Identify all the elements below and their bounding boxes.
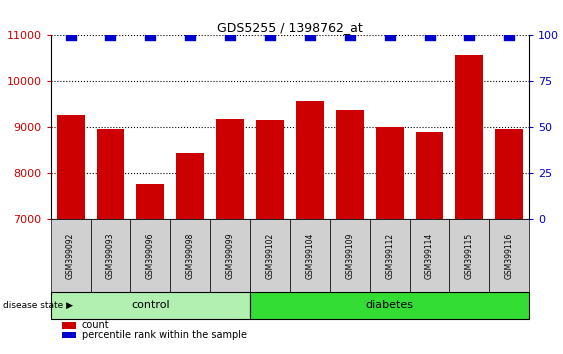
Text: diabetes: diabetes <box>365 300 414 310</box>
Text: disease state ▶: disease state ▶ <box>3 301 73 310</box>
Point <box>345 33 354 38</box>
Text: GSM399104: GSM399104 <box>305 233 314 279</box>
Point <box>465 33 474 38</box>
Point <box>146 33 155 38</box>
Text: GSM399098: GSM399098 <box>186 233 195 279</box>
Point <box>66 33 75 38</box>
Text: GSM399115: GSM399115 <box>465 233 474 279</box>
Bar <box>256 120 284 219</box>
Text: GSM399102: GSM399102 <box>266 233 275 279</box>
Bar <box>296 101 324 219</box>
Text: count: count <box>82 320 109 330</box>
Text: GSM399093: GSM399093 <box>106 233 115 279</box>
Text: control: control <box>131 300 169 310</box>
Bar <box>415 132 444 219</box>
Bar <box>336 110 364 219</box>
Text: GSM399096: GSM399096 <box>146 233 155 279</box>
Point <box>186 33 195 38</box>
Point <box>266 33 275 38</box>
Text: GSM399112: GSM399112 <box>385 233 394 279</box>
Bar <box>376 126 404 219</box>
Bar <box>495 129 523 219</box>
Bar <box>455 55 484 219</box>
Text: percentile rank within the sample: percentile rank within the sample <box>82 330 247 340</box>
Point <box>305 33 314 38</box>
Bar <box>216 119 244 219</box>
Bar <box>57 115 84 219</box>
Point <box>106 33 115 38</box>
Text: GSM399092: GSM399092 <box>66 233 75 279</box>
Point <box>425 33 434 38</box>
Text: GSM399109: GSM399109 <box>345 233 354 279</box>
Point <box>505 33 514 38</box>
Text: GSM399099: GSM399099 <box>226 233 235 279</box>
Text: GSM399116: GSM399116 <box>505 233 514 279</box>
Point <box>226 33 235 38</box>
Bar <box>96 129 124 219</box>
Title: GDS5255 / 1398762_at: GDS5255 / 1398762_at <box>217 21 363 34</box>
Bar <box>136 184 164 219</box>
Text: GSM399114: GSM399114 <box>425 233 434 279</box>
Bar <box>176 153 204 219</box>
Point <box>385 33 394 38</box>
